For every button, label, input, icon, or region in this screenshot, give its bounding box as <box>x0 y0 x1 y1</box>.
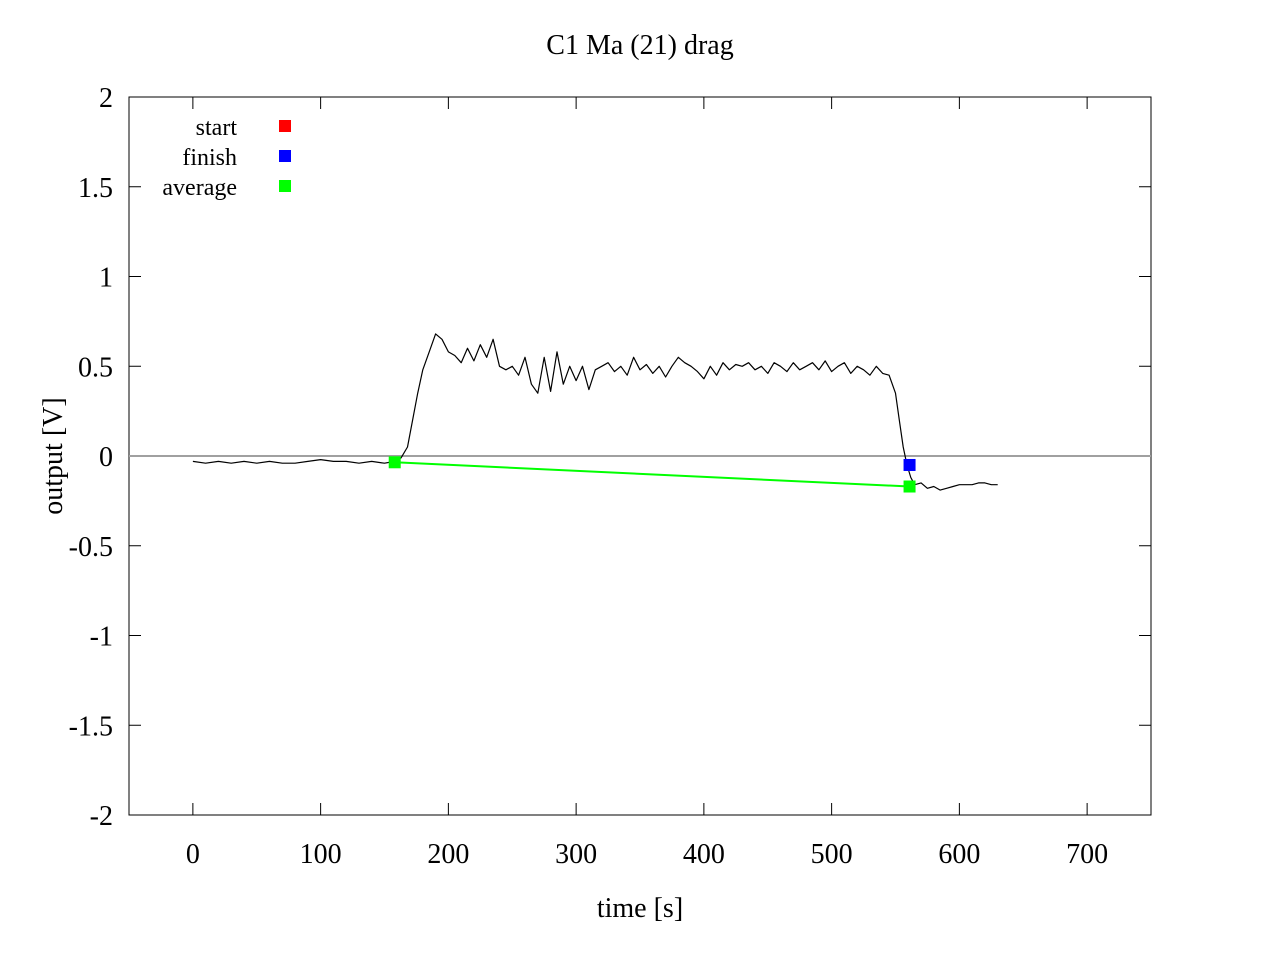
y-tick-label: 0 <box>99 442 113 473</box>
y-axis-title: output [V] <box>38 397 69 514</box>
legend-label-average: average <box>162 175 237 201</box>
x-tick-label: 300 <box>555 839 597 870</box>
y-tick-label: 2 <box>99 83 113 114</box>
legend-swatch-average <box>279 180 291 192</box>
legend: start finish average <box>162 115 291 201</box>
x-axis-title: time [s] <box>597 893 683 924</box>
y-tick-label: -1 <box>90 622 113 653</box>
y-tick-label: 1.5 <box>78 173 113 204</box>
legend-swatch-finish <box>279 150 291 162</box>
signal-line <box>192 333 998 491</box>
x-tick-label: 500 <box>811 839 853 870</box>
legend-label-start: start <box>196 115 238 141</box>
legend-swatch-start <box>279 120 291 132</box>
legend-label-finish: finish <box>182 145 237 171</box>
chart-title: C1 Ma (21) drag <box>546 30 733 61</box>
axes-layer: 0 100 200 300 400 500 600 700 2 1.5 1 0.5 0 -0.5 -1 -1.… <box>69 83 1152 870</box>
x-tick-label: 100 <box>300 839 342 870</box>
y-tick-label: -0.5 <box>69 532 113 563</box>
average-marker <box>388 456 401 469</box>
data-layer <box>129 333 1151 493</box>
y-tick-label: 0.5 <box>78 352 113 383</box>
y-tick-label: 1 <box>99 263 113 294</box>
y-tick-label: -2 <box>90 801 113 832</box>
average-line <box>394 461 910 488</box>
average-marker <box>903 480 916 493</box>
x-tick-label: 600 <box>938 839 980 870</box>
x-tick-label: 200 <box>427 839 469 870</box>
x-tick-label: 400 <box>683 839 725 870</box>
x-tick-label: 700 <box>1066 839 1108 870</box>
x-tick-label: 0 <box>186 839 200 870</box>
finish-marker <box>903 458 916 471</box>
y-tick-label: -1.5 <box>69 711 113 742</box>
